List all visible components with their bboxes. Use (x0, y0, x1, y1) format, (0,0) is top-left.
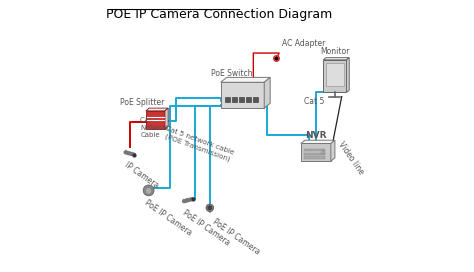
Polygon shape (239, 97, 244, 102)
Polygon shape (304, 149, 325, 151)
Text: Cat 5 network cable
(POE Transmission): Cat 5 network cable (POE Transmission) (163, 125, 235, 163)
Polygon shape (221, 77, 270, 82)
Text: Cat 5
Network
Cable: Cat 5 Network Cable (140, 117, 170, 138)
Text: IP Camera: IP Camera (123, 160, 160, 190)
Polygon shape (221, 82, 264, 108)
Text: POE IP Camera Connection Diagram: POE IP Camera Connection Diagram (107, 8, 333, 21)
Circle shape (143, 185, 154, 196)
Polygon shape (331, 140, 335, 161)
Text: Monitor: Monitor (320, 47, 350, 56)
Polygon shape (346, 58, 349, 92)
Polygon shape (326, 63, 344, 86)
Polygon shape (264, 77, 270, 108)
Text: PoE Switch: PoE Switch (211, 69, 252, 78)
Polygon shape (253, 97, 258, 102)
Circle shape (208, 206, 212, 210)
Text: PoE IP Camera: PoE IP Camera (143, 199, 194, 238)
Polygon shape (225, 97, 230, 102)
Text: PoE Splitter: PoE Splitter (119, 98, 164, 107)
Circle shape (206, 204, 214, 212)
Text: NVR: NVR (305, 131, 327, 140)
Polygon shape (304, 156, 325, 159)
Polygon shape (146, 108, 168, 111)
Polygon shape (323, 58, 349, 60)
Text: Cat 5: Cat 5 (304, 97, 324, 107)
Polygon shape (304, 153, 325, 155)
Circle shape (146, 188, 152, 194)
Text: Video line: Video line (336, 140, 365, 176)
Text: PoE IP Camera: PoE IP Camera (181, 208, 232, 247)
Polygon shape (301, 140, 335, 144)
Polygon shape (323, 60, 346, 92)
Text: AC Adapter: AC Adapter (282, 39, 325, 48)
Polygon shape (232, 97, 237, 102)
Text: PoE IP Camera: PoE IP Camera (211, 218, 262, 257)
Polygon shape (246, 97, 251, 102)
Polygon shape (146, 111, 165, 128)
Polygon shape (301, 144, 331, 161)
Polygon shape (165, 108, 168, 128)
Circle shape (322, 151, 325, 154)
